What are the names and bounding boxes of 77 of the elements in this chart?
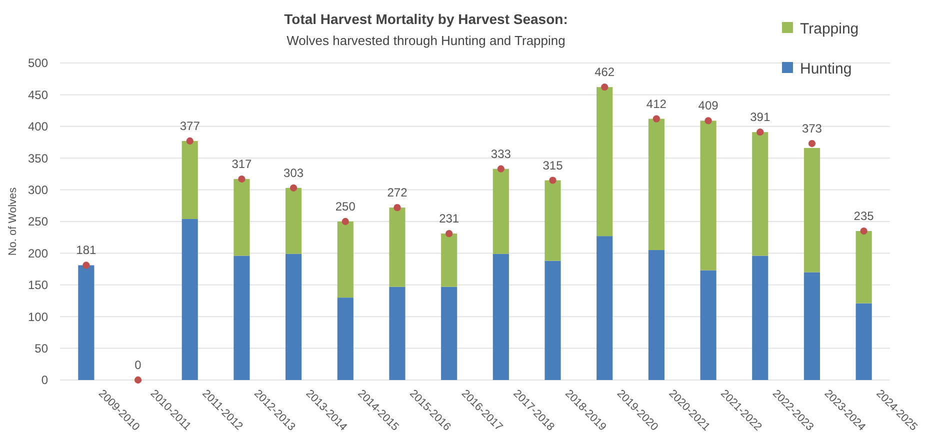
point — [704, 117, 712, 124]
y-tick-label: 250 — [28, 214, 48, 229]
bar — [544, 260, 561, 380]
y-tick-label: 300 — [28, 183, 48, 197]
y-tick-label: 400 — [28, 120, 48, 134]
data-label: 412 — [646, 96, 667, 111]
bar — [804, 272, 820, 380]
data-label: 373 — [802, 122, 822, 136]
bar — [234, 256, 250, 380]
bar — [286, 254, 302, 380]
y-tick-label: 500 — [28, 56, 48, 70]
bar — [337, 222, 354, 298]
data-label: 409 — [698, 98, 719, 113]
y-tick-label: 0 — [41, 373, 48, 388]
bar — [492, 168, 509, 254]
y-tick-label: 100 — [28, 310, 48, 324]
point — [860, 227, 868, 235]
bar — [648, 250, 664, 380]
bar — [856, 231, 872, 304]
y-axis-title: No. of Wolves — [7, 186, 19, 256]
bar — [752, 256, 768, 380]
bar — [78, 265, 94, 380]
bar — [752, 132, 768, 256]
point — [82, 262, 90, 269]
data-label: 462 — [594, 65, 615, 80]
bar — [544, 180, 561, 261]
point — [756, 128, 764, 136]
bar — [492, 254, 509, 380]
bar — [596, 236, 613, 380]
data-label: 181 — [76, 243, 97, 258]
bar — [856, 303, 872, 380]
data-label: 333 — [490, 146, 512, 161]
data-label: 377 — [180, 118, 200, 133]
data-label: 235 — [854, 209, 874, 224]
y-tick-label: 50 — [34, 342, 48, 356]
chart-subtitle: Wolves harvested through Hunting and Trapping — [286, 33, 566, 48]
point — [238, 175, 246, 183]
data-label: 317 — [232, 157, 252, 172]
data-label: 250 — [335, 200, 356, 214]
data-label: 0 — [134, 358, 142, 372]
bar — [337, 298, 354, 380]
legend-label: Trapping — [800, 20, 859, 38]
bar — [389, 208, 406, 287]
y-tick-label: 350 — [28, 151, 48, 166]
point — [290, 184, 298, 192]
chart-title: Total Harvest Mortality by Harvest Season: — [284, 11, 568, 27]
bar — [700, 270, 716, 380]
point — [808, 140, 816, 148]
point — [446, 230, 453, 238]
data-label: 303 — [284, 166, 304, 180]
data-label: 272 — [387, 186, 408, 200]
point — [342, 218, 349, 226]
data-label: 315 — [542, 158, 564, 172]
bar — [182, 218, 198, 380]
bar — [182, 140, 198, 219]
bar — [389, 286, 406, 380]
bar — [700, 120, 716, 270]
point — [549, 176, 556, 184]
point — [134, 376, 142, 384]
bar — [648, 118, 664, 250]
legend-label: Hunting — [800, 60, 852, 78]
bar — [234, 179, 250, 256]
point — [394, 204, 401, 212]
bar — [441, 286, 458, 380]
point — [497, 165, 504, 172]
bar — [804, 148, 820, 272]
point — [652, 115, 660, 122]
y-tick-label: 150 — [28, 278, 48, 292]
point — [601, 84, 608, 91]
bar — [441, 234, 458, 287]
data-label: 391 — [750, 110, 770, 124]
bar — [596, 87, 613, 236]
point — [186, 137, 194, 145]
y-tick-label: 450 — [28, 88, 48, 102]
data-label: 231 — [439, 212, 460, 226]
bar — [286, 188, 302, 254]
y-tick-label: 200 — [28, 246, 48, 260]
